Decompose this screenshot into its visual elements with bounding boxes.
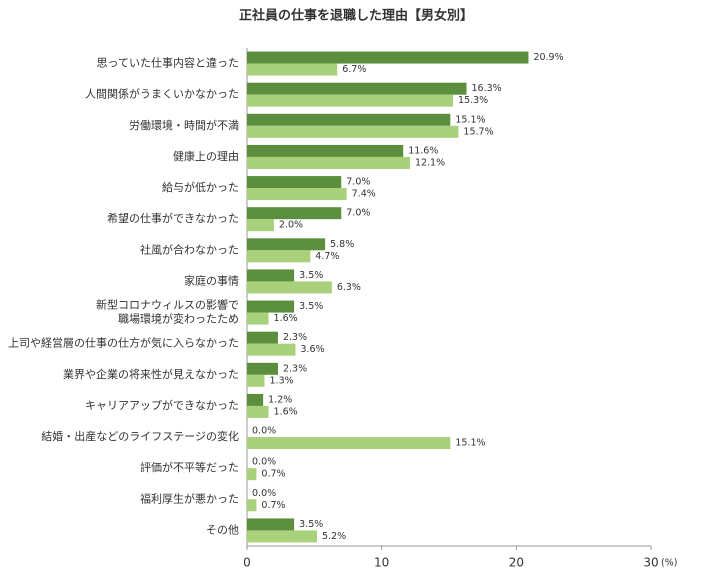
value-label: 1.3% [270, 375, 294, 386]
value-label: 15.1% [455, 114, 485, 125]
x-unit: (%) [661, 558, 677, 569]
value-label: 1.6% [274, 406, 298, 417]
bar [247, 125, 459, 138]
value-label: 20.9% [533, 52, 563, 63]
value-label: 3.5% [299, 270, 323, 281]
bar [247, 156, 410, 169]
bar [247, 176, 342, 189]
category-label: その他 [206, 523, 239, 536]
value-label: 15.1% [455, 438, 485, 449]
category-label: 希望の仕事ができなかった [107, 211, 239, 225]
value-label: 1.6% [274, 313, 298, 324]
x-tick-label: 0 [243, 556, 251, 570]
category-label: 社風が合わなかった [140, 242, 239, 256]
bar [247, 518, 295, 531]
x-tick-label: 10 [374, 556, 389, 570]
value-label: 7.4% [352, 189, 376, 200]
category-label: 思っていた仕事内容と違った [97, 56, 239, 70]
bar [247, 94, 454, 107]
value-label: 4.7% [315, 251, 339, 262]
bar [247, 51, 529, 64]
chart-title: 正社員の仕事を退職した理由【男女別】 [239, 8, 473, 24]
bar [247, 530, 318, 543]
category-label: 評価が不平等だった [140, 460, 239, 474]
value-label: 11.6% [408, 145, 438, 156]
bar [247, 188, 347, 201]
bar [247, 312, 269, 325]
category-label: 人間関係がうまくいかなかった [85, 87, 239, 101]
value-label: 15.7% [463, 126, 493, 137]
bar [247, 468, 257, 481]
value-label: 5.8% [330, 239, 354, 250]
bar [247, 343, 296, 356]
category-label: 健康上の理由 [173, 149, 239, 163]
x-tick-label: 30 [643, 556, 658, 570]
bar [247, 250, 311, 263]
value-label: 0.0% [252, 426, 276, 437]
bar [247, 63, 338, 76]
bar [247, 331, 278, 344]
category-label: 労働環境・時間が不満 [129, 118, 239, 132]
value-label: 1.2% [268, 394, 292, 405]
value-label: 3.5% [299, 301, 323, 312]
bar [247, 281, 332, 294]
bar [247, 113, 451, 126]
value-label: 0.7% [261, 469, 285, 480]
value-label: 5.2% [322, 531, 346, 542]
bar [247, 219, 274, 232]
bar [247, 82, 467, 95]
value-label: 3.5% [299, 519, 323, 530]
category-label: キャリアアップができなかった [85, 398, 239, 412]
bar [247, 499, 257, 512]
bar [247, 238, 326, 251]
bar [247, 207, 342, 220]
value-label: 0.7% [261, 500, 285, 511]
x-tick-label: 20 [509, 556, 524, 570]
value-label: 7.0% [346, 177, 370, 188]
value-label: 6.7% [342, 64, 366, 75]
bar [247, 362, 278, 375]
category-label: 福利厚生が悪かった [140, 491, 239, 505]
bar [247, 144, 404, 157]
bar [247, 269, 295, 282]
value-label: 3.6% [300, 344, 324, 355]
bar [247, 300, 295, 313]
value-label: 2.3% [283, 363, 307, 374]
bar [247, 374, 265, 387]
category-label: 給与が低かった [162, 180, 239, 194]
bar [247, 437, 451, 450]
value-label: 12.1% [415, 157, 445, 168]
value-label: 16.3% [472, 83, 502, 94]
value-label: 7.0% [346, 208, 370, 219]
value-label: 0.0% [252, 457, 276, 468]
category-label: 上司や経営層の仕事の仕方が気に入らなかった [8, 336, 239, 350]
value-label: 6.3% [337, 282, 361, 293]
value-label: 2.0% [279, 220, 303, 231]
category-label: 業界や企業の将来性が見えなかった [63, 367, 239, 381]
value-label: 0.0% [252, 488, 276, 499]
category-label: 結婚・出産などのライフステージの変化 [41, 429, 239, 443]
bar [247, 393, 264, 406]
value-label: 2.3% [283, 332, 307, 343]
category-label: 新型コロナウィルスの影響で職場環境が変わったため [96, 298, 239, 326]
category-label: 家庭の事情 [184, 273, 239, 287]
bar [247, 405, 269, 418]
value-label: 15.3% [458, 95, 488, 106]
